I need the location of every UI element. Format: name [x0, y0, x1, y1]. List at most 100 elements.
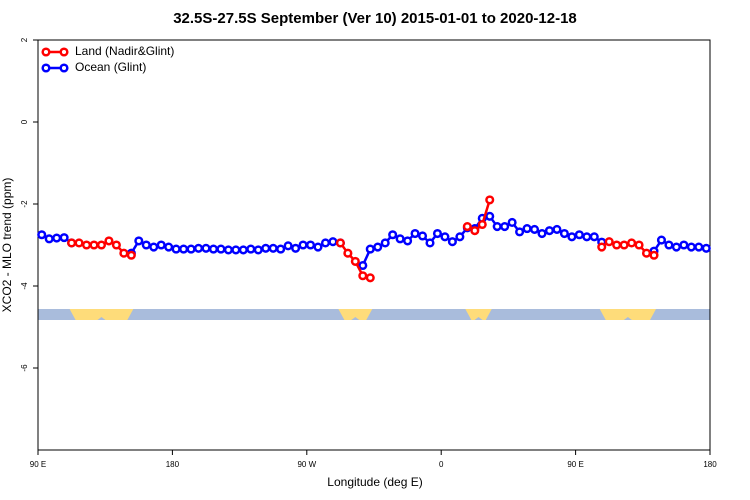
data-point	[380, 238, 390, 248]
y-tick-label: -6	[20, 364, 29, 372]
y-axis-label: XCO2 - MLO trend (ppm)	[0, 178, 14, 313]
data-point	[37, 230, 47, 240]
data-point	[335, 238, 345, 248]
data-point	[485, 211, 495, 221]
data-point	[604, 237, 614, 247]
data-point	[365, 273, 375, 283]
data-point	[305, 240, 316, 250]
data-point	[149, 242, 159, 252]
data-point	[246, 244, 256, 254]
x-tick-label: 90 E	[30, 460, 46, 469]
data-point	[238, 245, 248, 255]
legend-label: Ocean (Glint)	[75, 60, 146, 74]
data-point	[552, 224, 562, 234]
data-point	[485, 195, 495, 205]
data-point	[268, 243, 278, 253]
data-point	[365, 244, 375, 254]
data-point	[529, 224, 540, 234]
data-point	[52, 233, 62, 243]
legend-marker	[41, 47, 51, 57]
data-point	[119, 248, 129, 258]
x-tick-label: 90 W	[297, 460, 316, 469]
land-strip	[69, 309, 134, 320]
data-point	[574, 230, 584, 240]
data-point	[619, 240, 629, 250]
data-point	[395, 234, 405, 244]
data-point	[477, 219, 487, 230]
data-point	[59, 233, 69, 243]
data-point	[67, 238, 77, 248]
y-tick-label: 2	[20, 37, 29, 42]
data-point	[440, 232, 450, 242]
data-point	[507, 217, 517, 227]
data-point	[171, 244, 181, 254]
data-point	[500, 222, 510, 232]
land-strip	[338, 309, 373, 320]
data-point	[96, 240, 107, 250]
data-point	[671, 242, 681, 252]
data-point	[223, 245, 233, 255]
land-strip-group	[69, 309, 656, 320]
data-point	[358, 260, 368, 271]
y-tick-label: 0	[20, 119, 29, 124]
data-point	[641, 248, 652, 258]
data-point	[634, 240, 644, 250]
data-point	[253, 245, 263, 255]
data-point	[74, 238, 84, 248]
data-point	[656, 235, 667, 245]
data-point	[612, 240, 622, 250]
x-tick-label: 90 E	[567, 460, 583, 469]
data-point	[522, 224, 532, 234]
data-point	[358, 271, 368, 281]
data-point	[111, 240, 121, 250]
data-point	[320, 238, 331, 248]
data-point	[515, 227, 525, 237]
chart-title: 32.5S-27.5S September (Ver 10) 2015-01-0…	[173, 10, 577, 27]
data-point	[261, 243, 271, 253]
data-point	[298, 240, 308, 250]
data-point	[179, 244, 189, 254]
data-point	[343, 248, 353, 258]
data-point	[283, 241, 293, 251]
x-tick-label: 0	[439, 460, 444, 469]
data-point	[582, 232, 592, 242]
data-point	[156, 240, 166, 250]
surface-strip	[38, 309, 710, 320]
y-tick-label: -4	[20, 282, 29, 290]
data-point	[126, 250, 136, 260]
data-point	[627, 238, 637, 248]
data-point	[89, 240, 99, 250]
data-point	[664, 240, 674, 250]
y-tick-label: -2	[20, 200, 29, 208]
data-point	[276, 244, 286, 254]
data-point	[470, 226, 480, 236]
data-point	[186, 244, 196, 254]
data-point	[455, 232, 465, 242]
data-point	[686, 242, 696, 252]
plot-frame	[37, 39, 711, 451]
data-point	[373, 242, 383, 252]
data-point	[313, 242, 323, 252]
x-axis-label: Longitude (deg E)	[327, 475, 422, 489]
x-tick-label: 180	[166, 460, 180, 469]
data-point	[104, 236, 114, 246]
data-point	[537, 228, 547, 239]
data-point	[492, 222, 502, 232]
data-point	[447, 237, 457, 247]
data-point	[649, 250, 659, 260]
data-point	[425, 238, 435, 248]
data-point	[567, 232, 577, 242]
data-point	[679, 240, 689, 250]
data-point	[201, 243, 211, 253]
data-point	[462, 222, 472, 232]
legend-marker	[41, 63, 51, 73]
data-point	[164, 242, 174, 252]
data-point	[193, 243, 204, 253]
data-point	[403, 236, 413, 246]
data-point	[350, 256, 360, 266]
legend-marker	[59, 47, 69, 57]
data-point	[231, 245, 241, 255]
data-point	[559, 228, 569, 239]
